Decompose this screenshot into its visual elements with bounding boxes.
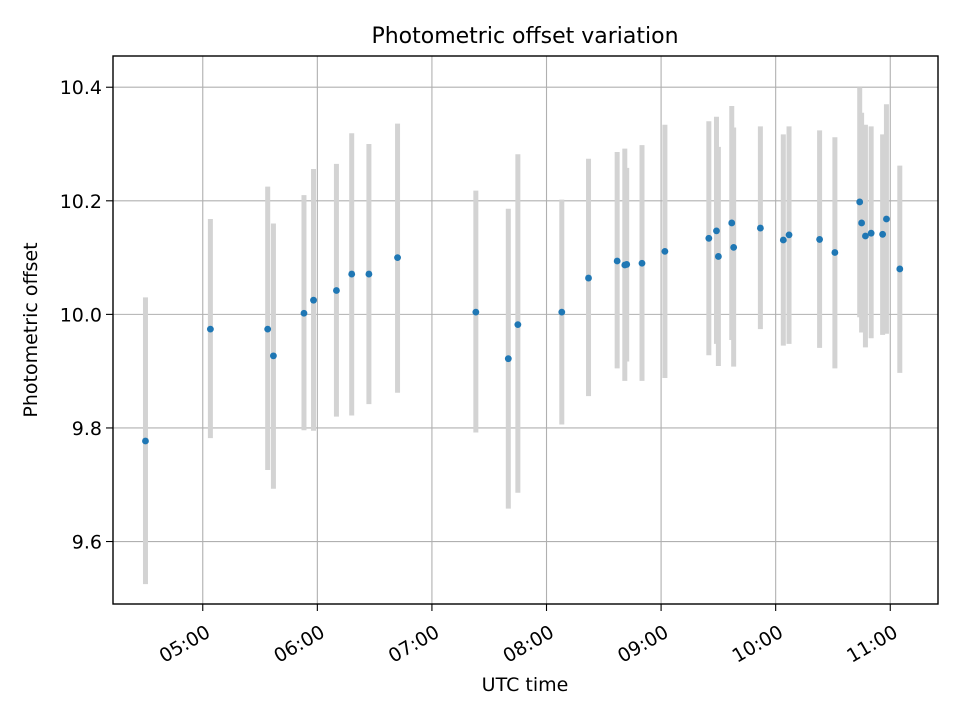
data-point — [310, 296, 317, 304]
data-point — [862, 232, 869, 240]
y-tick-label: 10.2 — [60, 191, 102, 213]
data-point — [858, 219, 866, 227]
data-point — [558, 308, 566, 316]
data-point — [504, 355, 512, 363]
y-tick-label: 10.0 — [60, 304, 102, 326]
data-point — [831, 249, 839, 256]
data-point — [348, 270, 356, 278]
data-point — [270, 352, 277, 360]
y-axis: 9.6 9.8 10.0 10.2 10.4 — [60, 77, 113, 554]
plot-frame — [112, 55, 939, 605]
data-point — [300, 309, 308, 317]
data-point — [896, 265, 904, 273]
data-point — [613, 257, 621, 265]
data-point — [713, 227, 720, 235]
data-point — [661, 247, 669, 255]
data-point — [883, 215, 890, 223]
data-point — [705, 234, 713, 242]
chart-title: Photometric offset variation — [371, 24, 678, 49]
data-point — [264, 325, 272, 333]
data-point — [394, 254, 401, 261]
data-point — [206, 325, 214, 333]
data-point — [756, 224, 764, 232]
y-axis-label: Photometric offset — [20, 242, 42, 417]
data-point — [785, 231, 793, 239]
data-point — [638, 259, 646, 267]
data-point — [728, 219, 736, 227]
data-point — [142, 437, 149, 445]
x-axis-label: UTC time — [482, 674, 569, 696]
grid — [113, 56, 938, 604]
data-point — [365, 270, 373, 278]
data-point — [714, 253, 722, 260]
data-point — [585, 274, 592, 282]
data-point — [879, 230, 887, 238]
data-point — [333, 287, 340, 294]
data-point — [867, 229, 875, 237]
data-point — [816, 236, 823, 243]
y-tick-label: 9.8 — [72, 418, 102, 440]
data-point — [472, 308, 480, 316]
data-point — [623, 261, 631, 268]
data-point — [514, 321, 522, 329]
data-point — [730, 243, 738, 251]
y-tick-label: 9.6 — [72, 532, 102, 554]
data-point — [856, 198, 864, 206]
data-point — [779, 236, 787, 244]
y-tick-label: 10.4 — [60, 77, 102, 99]
data-points — [142, 198, 904, 445]
